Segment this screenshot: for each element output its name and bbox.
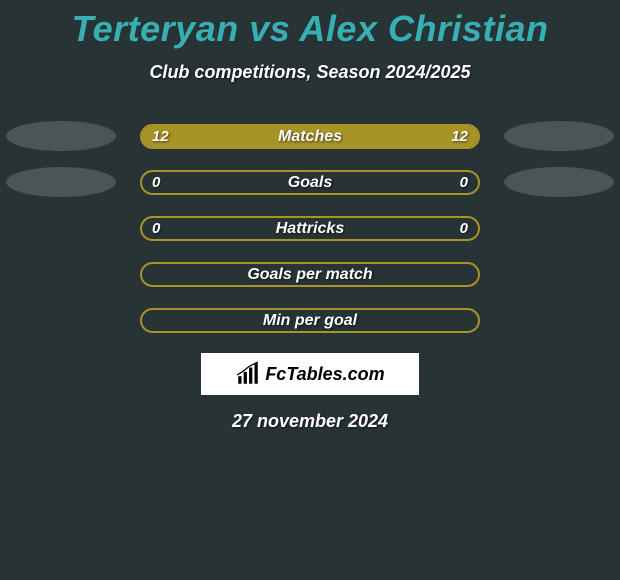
stat-value-right: 0: [460, 172, 468, 193]
flank-ellipse-right: [504, 121, 614, 151]
source-badge: FcTables.com: [201, 353, 419, 395]
stat-label: Goals: [142, 172, 478, 193]
stat-bar: Goals0 0: [140, 170, 480, 195]
stat-value-right: 12: [451, 126, 468, 147]
flank-ellipse-left: [6, 121, 116, 151]
stat-label: Goals per match: [142, 264, 478, 285]
stat-value-left: 0: [152, 172, 160, 193]
stat-label: Matches: [142, 126, 478, 147]
stat-value-right: 0: [460, 218, 468, 239]
source-badge-text: FcTables.com: [265, 364, 384, 385]
stat-bar: Hattricks0 0: [140, 216, 480, 241]
stat-bar: Min per goal: [140, 308, 480, 333]
stat-row: Matches12 12: [0, 113, 620, 159]
flank-ellipse-left: [6, 167, 116, 197]
stat-row: Goals per match: [0, 251, 620, 297]
stat-label: Hattricks: [142, 218, 478, 239]
stat-value-left: 12: [152, 126, 169, 147]
flank-ellipse-right: [504, 167, 614, 197]
stats-chart: Matches1212Goals00Hattricks00Goals per m…: [0, 113, 620, 343]
stat-label: Min per goal: [142, 310, 478, 331]
stat-row: Goals0 0: [0, 159, 620, 205]
stat-bar: Goals per match: [140, 262, 480, 287]
page-title: Terteryan vs Alex Christian: [0, 0, 620, 50]
date: 27 november 2024: [0, 411, 620, 432]
stat-bar: Matches12 12: [140, 124, 480, 149]
stat-row: Min per goal: [0, 297, 620, 343]
subtitle: Club competitions, Season 2024/2025: [0, 62, 620, 83]
stat-row: Hattricks0 0: [0, 205, 620, 251]
bar-chart-icon: [235, 361, 261, 387]
stat-value-left: 0: [152, 218, 160, 239]
